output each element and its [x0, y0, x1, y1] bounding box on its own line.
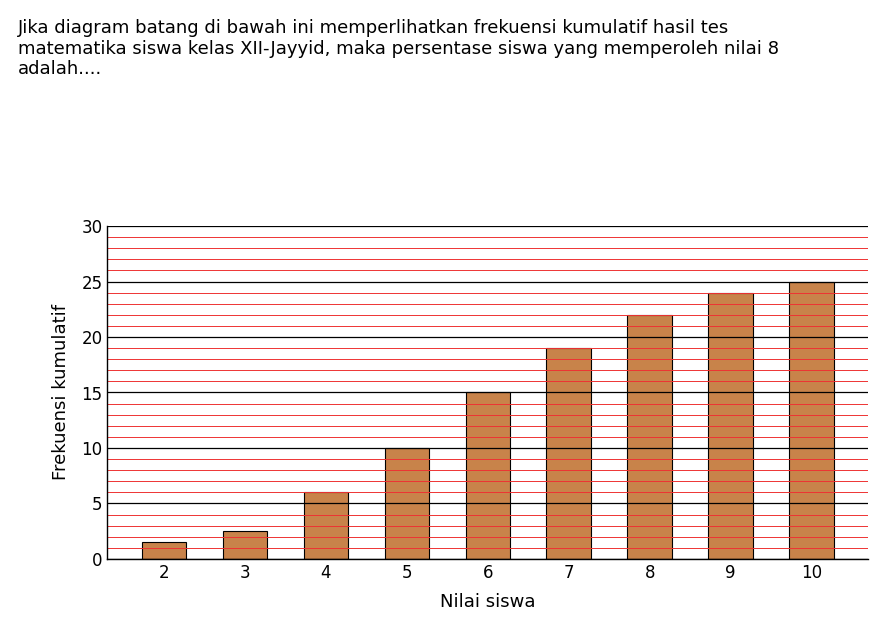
Bar — [789, 281, 833, 559]
Bar — [384, 448, 428, 559]
Bar — [707, 293, 752, 559]
Bar — [141, 542, 186, 559]
Bar — [465, 392, 510, 559]
Bar — [223, 531, 267, 559]
Y-axis label: Frekuensi kumulatif: Frekuensi kumulatif — [52, 305, 71, 480]
Bar — [546, 348, 590, 559]
Bar — [627, 315, 671, 559]
X-axis label: Nilai siswa: Nilai siswa — [440, 593, 535, 611]
Text: Jika diagram batang di bawah ini memperlihatkan frekuensi kumulatif hasil tes
ma: Jika diagram batang di bawah ini memperl… — [18, 19, 778, 78]
Bar — [303, 492, 348, 559]
